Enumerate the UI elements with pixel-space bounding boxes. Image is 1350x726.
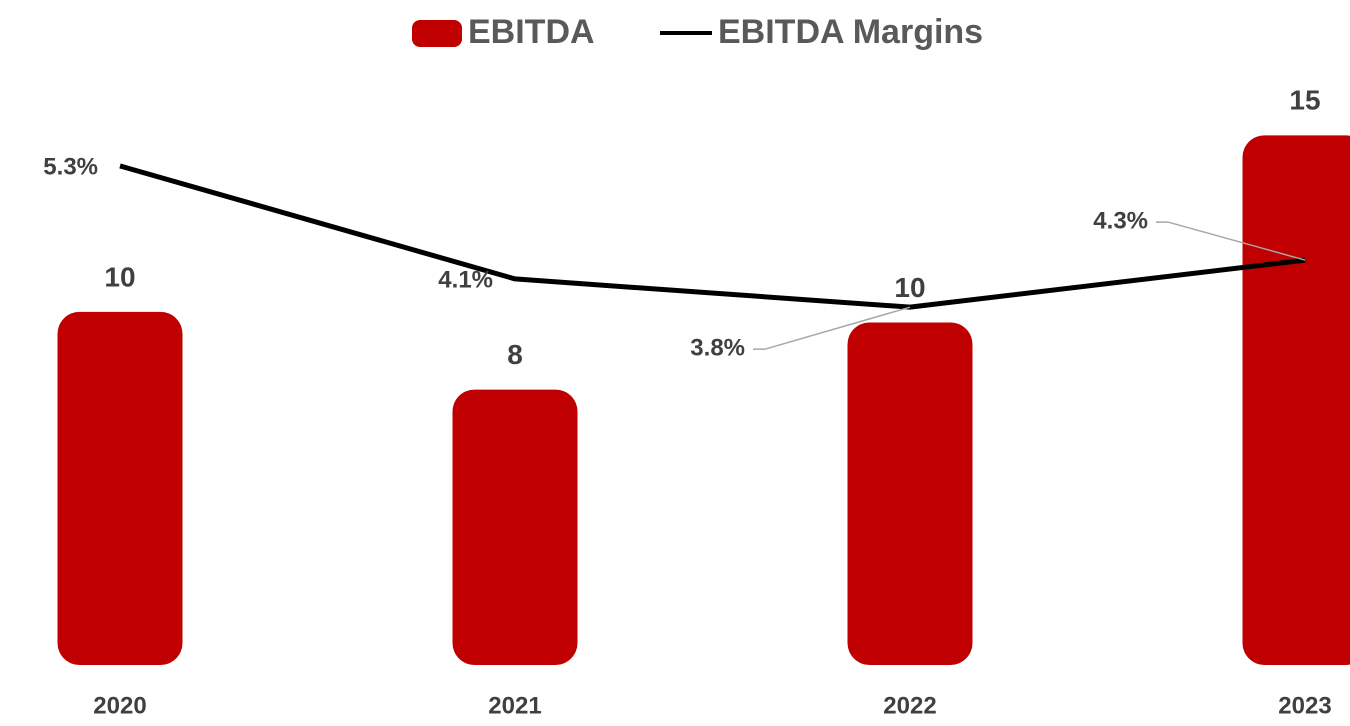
legend: EBITDA EBITDA Margins: [412, 13, 983, 51]
bar: [452, 389, 578, 665]
bar: [57, 311, 183, 665]
bar-value-label: 15: [1289, 85, 1320, 116]
line-value-label: 4.3%: [1093, 207, 1148, 234]
leader-line: [753, 306, 911, 350]
legend-label: EBITDA Margins: [718, 13, 983, 51]
leader-line: [1156, 221, 1306, 261]
line-value-label: 4.1%: [438, 266, 493, 293]
bar-value-label: 10: [104, 261, 135, 292]
line-value-label: 5.3%: [43, 153, 98, 180]
bar: [1242, 135, 1350, 665]
legend-label: EBITDA: [468, 13, 595, 51]
x-tick-label: 2022: [883, 692, 936, 719]
x-tick-label: 2020: [93, 692, 146, 719]
legend-swatch: [412, 20, 462, 47]
bar-value-label: 10: [894, 272, 925, 303]
bar-value-label: 8: [507, 339, 523, 370]
bar: [847, 322, 973, 665]
x-tick-label: 2021: [488, 692, 541, 719]
x-tick-label: 2023: [1278, 692, 1331, 719]
line-value-label: 3.8%: [690, 335, 745, 362]
line: [119, 163, 1306, 310]
